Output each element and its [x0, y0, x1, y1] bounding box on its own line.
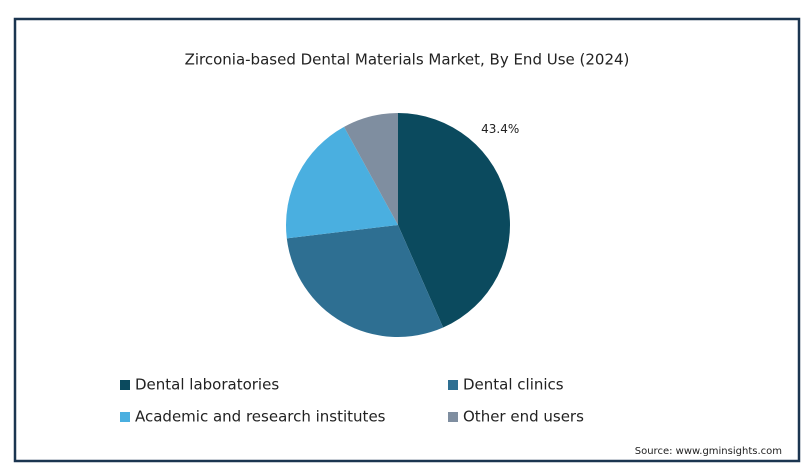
data-label: 43.4%	[481, 122, 519, 136]
pie-slice	[344, 113, 398, 225]
legend-label: Academic and research institutes	[135, 408, 386, 426]
chart-title: Zirconia-based Dental Materials Market, …	[185, 51, 630, 69]
pie-slice	[286, 126, 398, 239]
legend-swatch	[448, 412, 458, 422]
legend-swatch	[448, 380, 458, 390]
legend-label: Other end users	[463, 408, 584, 426]
legend-label: Dental clinics	[463, 376, 564, 394]
legend-swatch	[120, 412, 130, 422]
legend-label: Dental laboratories	[135, 376, 279, 394]
source: Source: www.gminsights.com	[635, 446, 782, 457]
pie-slice	[286, 225, 444, 338]
pie-slice	[398, 113, 511, 328]
legend-swatch	[120, 380, 130, 390]
